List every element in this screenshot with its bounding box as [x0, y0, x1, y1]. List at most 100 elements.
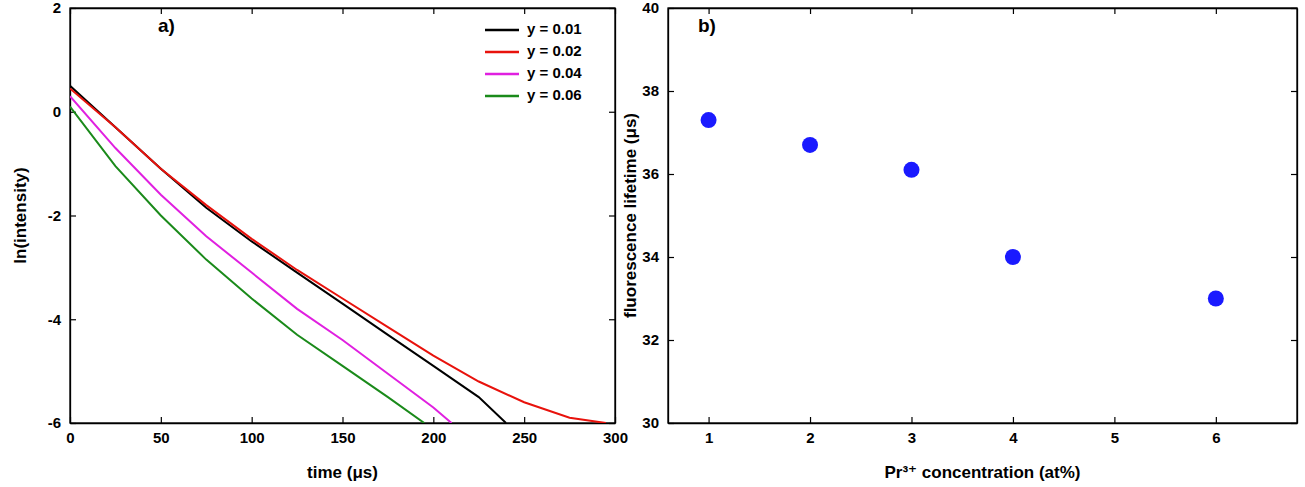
tick-mark: [252, 8, 253, 14]
tick-label: -4: [48, 311, 62, 328]
legend-label: y = 0.06: [527, 86, 582, 103]
x-axis: 050100150200250300: [66, 417, 628, 446]
tick-mark: [911, 417, 912, 423]
y-axis-title: fluorescence lifetime (μs): [621, 113, 640, 318]
tick: [1216, 8, 1217, 14]
tick-mark: [668, 257, 674, 258]
tick-label: 3: [908, 429, 916, 446]
tick-mark: [668, 174, 674, 175]
legend-swatch: [485, 51, 519, 54]
tick: 3: [908, 417, 916, 446]
legend: y = 0.01 y = 0.02 y = 0.04 y = 0.06: [485, 20, 582, 103]
plot-frame: [70, 8, 615, 423]
tick-label: 50: [153, 429, 170, 446]
tick: [161, 8, 162, 14]
tick-mark: [668, 91, 674, 92]
tick: 38: [642, 82, 674, 99]
panel: 050100150200250300-6-4-202time (μs)ln(in…: [11, 0, 628, 482]
tick-mark: [70, 319, 76, 320]
point: [802, 137, 818, 153]
tick: [252, 8, 253, 14]
point: [903, 162, 919, 178]
tick: 5: [1111, 417, 1119, 446]
series-line: [70, 86, 506, 423]
tick: [1291, 91, 1297, 92]
tick-label: 40: [642, 0, 659, 16]
tick-mark: [1013, 417, 1014, 423]
tick-mark: [609, 112, 615, 113]
tick-label: 0: [53, 103, 61, 120]
tick-mark: [161, 8, 162, 14]
legend-label: y = 0.04: [527, 64, 582, 81]
x-axis: 123456: [669, 417, 1298, 446]
tick: [911, 8, 912, 14]
tick-mark: [1013, 8, 1014, 14]
tick: 200: [421, 417, 446, 446]
tick: [709, 8, 710, 14]
tick: [1291, 8, 1297, 9]
tick: [1291, 423, 1297, 424]
tick-mark: [609, 423, 615, 424]
tick-label: 2: [806, 429, 814, 446]
legend-label: y = 0.01: [527, 20, 582, 37]
tick: 32: [642, 331, 674, 348]
tick-mark: [70, 423, 76, 424]
tick-mark: [1291, 257, 1297, 258]
tick-label: 6: [1212, 429, 1220, 446]
axis-line: [669, 8, 1298, 9]
tick-mark: [1291, 8, 1297, 9]
tick: 2: [806, 417, 814, 446]
tick-label: -2: [48, 207, 61, 224]
tick: 0: [53, 103, 76, 120]
tick-label: 100: [240, 429, 265, 446]
tick-mark: [1114, 8, 1115, 14]
tick-mark: [609, 8, 615, 9]
legend-swatch: [485, 73, 519, 76]
tick: 36: [642, 165, 674, 182]
y-axis: 30 32 34 36 38 40: [642, 0, 674, 431]
tick: [609, 112, 615, 113]
tick: 150: [330, 417, 355, 446]
tick: [524, 8, 525, 14]
tick-mark: [252, 417, 253, 423]
legend-label: y = 0.02: [527, 42, 582, 59]
tick-mark: [668, 423, 674, 424]
legend-swatch: [485, 95, 519, 98]
tick: [433, 8, 434, 14]
tick: [609, 319, 615, 320]
tick-mark: [668, 340, 674, 341]
point: [701, 112, 717, 128]
tick-mark: [433, 417, 434, 423]
tick-mark: [810, 8, 811, 14]
x-axis-top: [71, 8, 616, 14]
tick-label: 200: [421, 429, 446, 446]
tick: 34: [642, 248, 674, 265]
tick: [609, 8, 615, 9]
tick: [343, 8, 344, 14]
tick: [609, 216, 615, 217]
tick: 250: [512, 417, 537, 446]
tick: 30: [642, 414, 674, 431]
legend-swatch: [485, 29, 519, 32]
tick-mark: [342, 417, 343, 423]
plot-area: [70, 86, 606, 423]
tick-label: 2: [53, 0, 61, 16]
annotation: a): [158, 15, 175, 36]
figure: 050100150200250300-6-4-202time (μs)ln(in…: [0, 0, 1305, 487]
tick-mark: [1114, 417, 1115, 423]
tick: -6: [48, 414, 76, 431]
tick: 40: [642, 0, 674, 16]
axis-line: [669, 423, 1298, 424]
x-axis-title: Pr³⁺ concentration (at%): [885, 463, 1081, 482]
panel: 1 2 34 5 6 30 32 34 36 38 40 Pr³⁺ concentration (at…: [621, 0, 1297, 482]
tick-label: 36: [642, 165, 659, 182]
tick: [1291, 257, 1297, 258]
tick-mark: [1291, 91, 1297, 92]
y-axis-right: [609, 9, 616, 424]
tick-mark: [708, 417, 709, 423]
tick: -4: [48, 311, 76, 328]
tick: 1: [705, 417, 713, 446]
tick-mark: [609, 319, 615, 320]
series-line: [70, 88, 606, 423]
tick-label: 30: [642, 414, 659, 431]
